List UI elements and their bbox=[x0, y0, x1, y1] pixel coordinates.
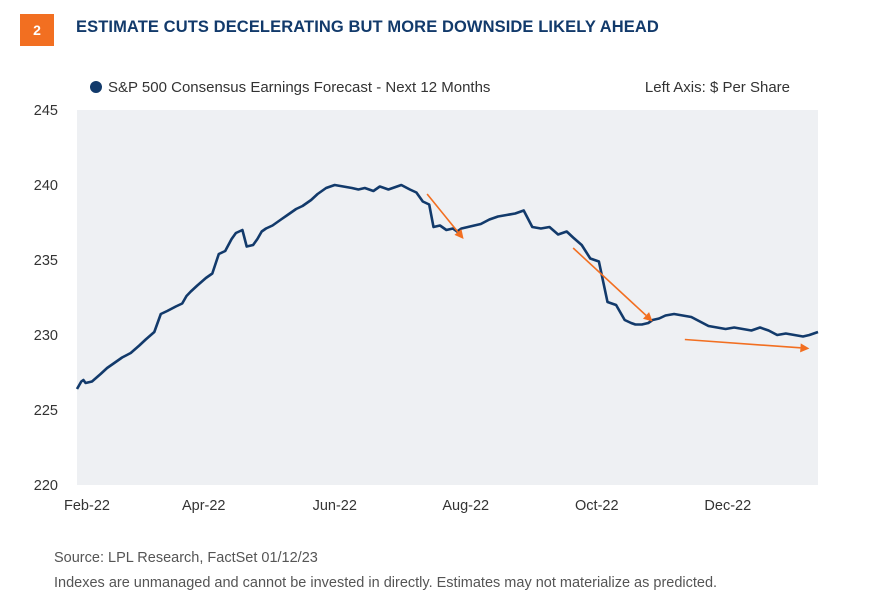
source-note: Source: LPL Research, FactSet 01/12/23 bbox=[54, 550, 318, 566]
y-tick-label: 245 bbox=[34, 103, 58, 119]
legend-marker bbox=[90, 81, 102, 93]
y-tick-label: 230 bbox=[34, 328, 58, 344]
x-tick-label: Apr-22 bbox=[182, 498, 226, 514]
x-axis: Feb-22 Apr-22 Jun-22 Aug-22 Oct-22 Dec-22 bbox=[64, 498, 751, 514]
axis-note: Left Axis: $ Per Share bbox=[645, 79, 790, 96]
figure-number-badge: 2 bbox=[20, 14, 54, 46]
plot-area bbox=[77, 110, 818, 485]
trend-arrow bbox=[684, 338, 810, 353]
legend-label: S&P 500 Consensus Earnings Forecast - Ne… bbox=[108, 79, 490, 96]
x-tick-label: Aug-22 bbox=[442, 498, 489, 514]
x-tick-label: Feb-22 bbox=[64, 498, 110, 514]
series-line bbox=[75, 183, 819, 390]
x-tick-label: Dec-22 bbox=[704, 498, 751, 514]
trend-arrow bbox=[426, 193, 464, 239]
disclaimer-note: Indexes are unmanaged and cannot be inve… bbox=[54, 575, 718, 591]
y-tick-label: 235 bbox=[34, 253, 58, 269]
annotation-arrows bbox=[426, 193, 810, 353]
trend-arrow bbox=[572, 247, 653, 322]
y-tick-label: 225 bbox=[34, 403, 58, 419]
legend: S&P 500 Consensus Earnings Forecast - Ne… bbox=[90, 79, 490, 96]
x-tick-label: Oct-22 bbox=[575, 498, 619, 514]
y-tick-label: 220 bbox=[34, 478, 58, 494]
y-tick-label: 240 bbox=[34, 178, 58, 194]
series-group bbox=[75, 183, 819, 390]
y-axis: 220 225 230 235 240 245 bbox=[34, 103, 58, 494]
figure-title: ESTIMATE CUTS DECELERATING BUT MORE DOWN… bbox=[76, 18, 659, 36]
x-tick-label: Jun-22 bbox=[313, 498, 357, 514]
